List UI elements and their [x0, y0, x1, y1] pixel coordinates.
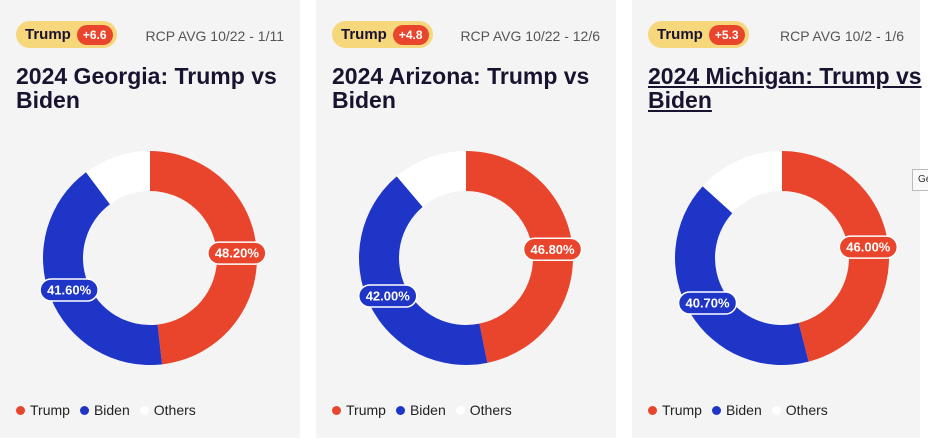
badge: Trump +4.8 — [332, 21, 433, 48]
legend-label: Biden — [409, 402, 446, 418]
subtitle: RCP AVG 10/22 - 12/6 — [460, 28, 600, 44]
subtitle: RCP AVG 10/22 - 1/11 — [145, 28, 284, 44]
badge-name: Trump — [25, 26, 71, 43]
tooltip: Ge — [912, 169, 928, 191]
badge: Trump +6.6 — [16, 21, 117, 48]
chart-title: 2024 Arizona: Trump vs Biden — [332, 63, 590, 113]
label-text: 42.00% — [366, 289, 411, 304]
legend-label: Others — [785, 402, 828, 418]
subtitle: RCP AVG 10/2 - 1/6 — [780, 28, 904, 44]
label-pill — [677, 291, 738, 315]
label-text: 48.20% — [215, 246, 260, 261]
legend-item: Biden — [711, 402, 762, 418]
badge-name: Trump — [657, 26, 703, 43]
legend-item: Others — [455, 402, 512, 418]
label-pill — [838, 235, 899, 259]
legend-item: Others — [771, 402, 828, 418]
chart-card: Trump +5.3 RCP AVG 10/2 - 1/6 2024 Michigan… — [632, 0, 922, 438]
badge-name: Trump — [341, 26, 387, 43]
label-pill — [358, 284, 418, 308]
label-text: 40.70% — [685, 295, 730, 310]
badge: Trump +5.3 — [648, 21, 749, 48]
legend-dot — [395, 406, 405, 415]
chart-title[interactable]: 2024 Michigan: Trump vs Biden — [648, 63, 922, 113]
legend: Trump Biden Others — [332, 402, 512, 418]
donut-segment — [150, 151, 257, 365]
donut-segment — [86, 151, 150, 205]
label-text: 41.60% — [47, 283, 92, 298]
legend-dot — [79, 406, 89, 415]
legend-dot — [332, 406, 341, 415]
donut-segment — [782, 151, 889, 362]
donut-segment — [396, 151, 466, 207]
legend-item: Biden — [395, 402, 446, 418]
legend-label: Trump — [346, 402, 386, 418]
legend-item: Trump — [648, 402, 702, 418]
badge-spread: +6.6 — [76, 24, 113, 45]
chart-card: Trump +4.8 RCP AVG 10/22 - 12/6 2024 Arizon… — [316, 0, 616, 438]
legend-dot — [455, 406, 465, 415]
donut: 46.00% 40.70% — [675, 151, 899, 365]
legend-item: Trump — [332, 402, 386, 418]
legend-dot — [771, 406, 781, 415]
badge-spread: +5.3 — [708, 24, 745, 45]
donut-segment — [43, 172, 163, 365]
label-text: 46.80% — [531, 242, 576, 257]
data-label: 42.00% — [358, 284, 418, 308]
donut-segment — [359, 176, 488, 365]
legend-dot — [16, 406, 25, 415]
legend-label: Trump — [662, 402, 702, 418]
label-pill — [522, 237, 583, 262]
legend-label: Biden — [93, 402, 130, 418]
label-pill — [39, 278, 99, 302]
legend-dot — [139, 406, 149, 415]
data-label: 46.80% — [522, 237, 583, 262]
legend-dot — [711, 406, 721, 415]
data-label: 40.70% — [677, 291, 738, 315]
legend: Trump Biden Others — [648, 402, 828, 418]
legend-label: Biden — [725, 402, 762, 418]
label-pill — [207, 241, 267, 265]
donut: 46.80% 42.00% — [358, 151, 583, 365]
badge-spread: +4.8 — [392, 24, 429, 45]
legend-item: Trump — [16, 402, 70, 418]
data-label: 48.20% — [207, 241, 267, 265]
legend-label: Others — [469, 402, 512, 418]
legend-item: Others — [139, 402, 196, 418]
donut-segment — [702, 151, 782, 214]
legend-item: Biden — [79, 402, 130, 418]
legend: Trump Biden Others — [16, 402, 196, 418]
data-label: 41.60% — [39, 278, 99, 302]
data-label: 46.00% — [838, 235, 899, 259]
legend-dot — [648, 406, 657, 415]
donut: 48.20% 41.60% — [39, 151, 267, 365]
chart-title: 2024 Georgia: Trump vs Biden — [16, 63, 277, 113]
legend-label: Trump — [30, 402, 70, 418]
chart-card: Trump +6.6 RCP AVG 10/22 - 1/11 2024 Georgi… — [0, 0, 300, 438]
label-text: 46.00% — [846, 240, 891, 255]
donut-segment — [675, 186, 809, 365]
donut-segment — [466, 151, 573, 363]
legend-label: Others — [153, 402, 196, 418]
